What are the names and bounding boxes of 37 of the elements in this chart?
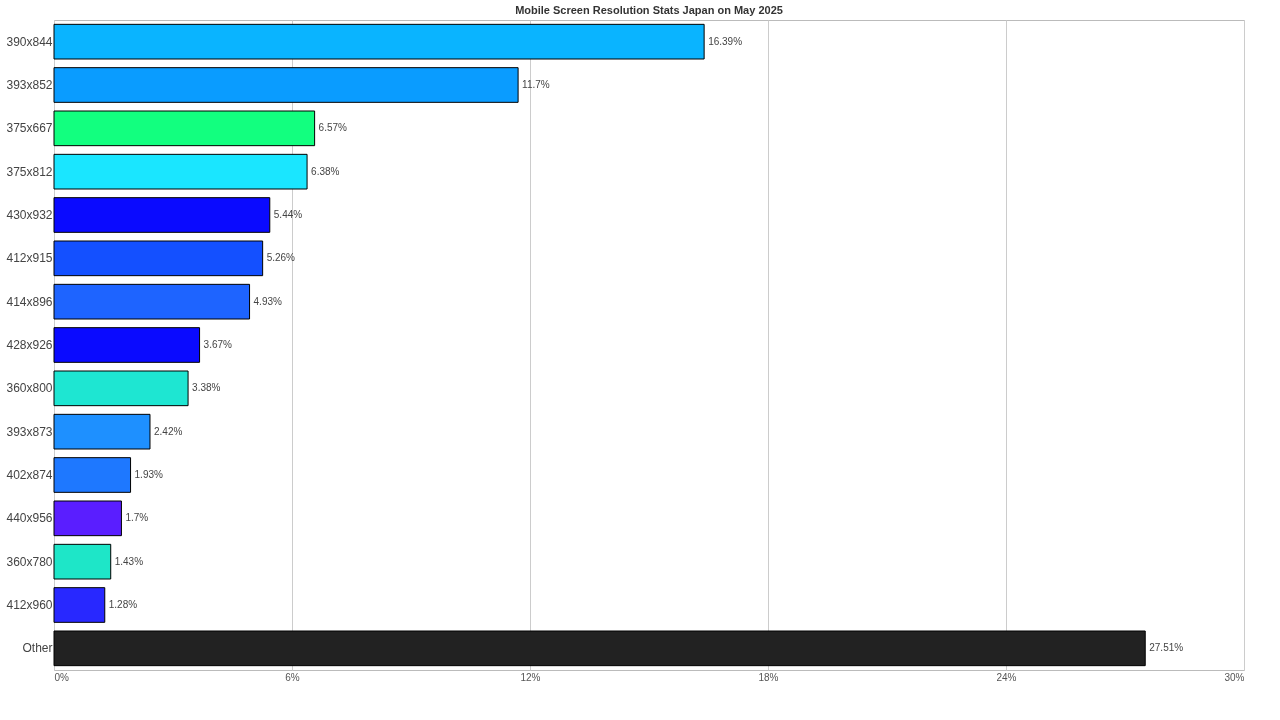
data-label: 1.43% — [114, 555, 144, 567]
y-tick-label: 360x780 — [6, 554, 53, 569]
x-tick-label: 12% — [520, 671, 541, 683]
x-tick-label: 30% — [1224, 671, 1245, 683]
y-tick-label: Other — [22, 641, 53, 656]
y-tick-label: 360x800 — [6, 381, 53, 396]
y-tick-label: 430x932 — [6, 208, 53, 222]
y-tick-label: 414x896 — [6, 294, 53, 309]
y-tick-label: 390x844 — [6, 34, 53, 49]
y-tick-label: 393x873 — [6, 424, 53, 439]
y-tick-label: 412x915 — [6, 251, 53, 266]
y-tick-label: 393x852 — [6, 78, 53, 92]
data-label: 6.38% — [311, 165, 340, 177]
data-label: 1.28% — [108, 599, 138, 610]
data-label: 5.26% — [266, 252, 296, 264]
data-label: 3.67% — [203, 339, 233, 350]
data-label: 5.44% — [273, 209, 303, 220]
y-tick-label: 402x874 — [6, 468, 53, 482]
y-tick-label: 412x960 — [6, 598, 53, 612]
x-tick-label: 6% — [285, 671, 300, 683]
data-label: 3.38% — [192, 382, 221, 394]
data-label: 4.93% — [253, 295, 283, 307]
y-tick-label: 428x926 — [6, 338, 53, 352]
data-label: 2.42% — [153, 425, 183, 437]
y-tick-label: 375x812 — [6, 164, 53, 179]
data-label: 1.93% — [134, 469, 164, 480]
x-tick-label: 24% — [996, 671, 1017, 683]
data-label: 27.51% — [1149, 642, 1184, 654]
data-label: 6.57% — [318, 122, 348, 134]
x-tick-label: 0% — [54, 671, 70, 683]
data-label: 16.39% — [708, 35, 743, 47]
x-tick-label: 18% — [758, 671, 779, 683]
y-tick-label: 375x667 — [6, 121, 53, 136]
data-label: 1.7% — [125, 512, 149, 524]
data-label: 11.7% — [522, 79, 550, 90]
y-tick-label: 440x956 — [6, 511, 53, 526]
chart-subtitle: Mobile Screen Resolution Stats Japan on May 2025 — [515, 4, 783, 16]
